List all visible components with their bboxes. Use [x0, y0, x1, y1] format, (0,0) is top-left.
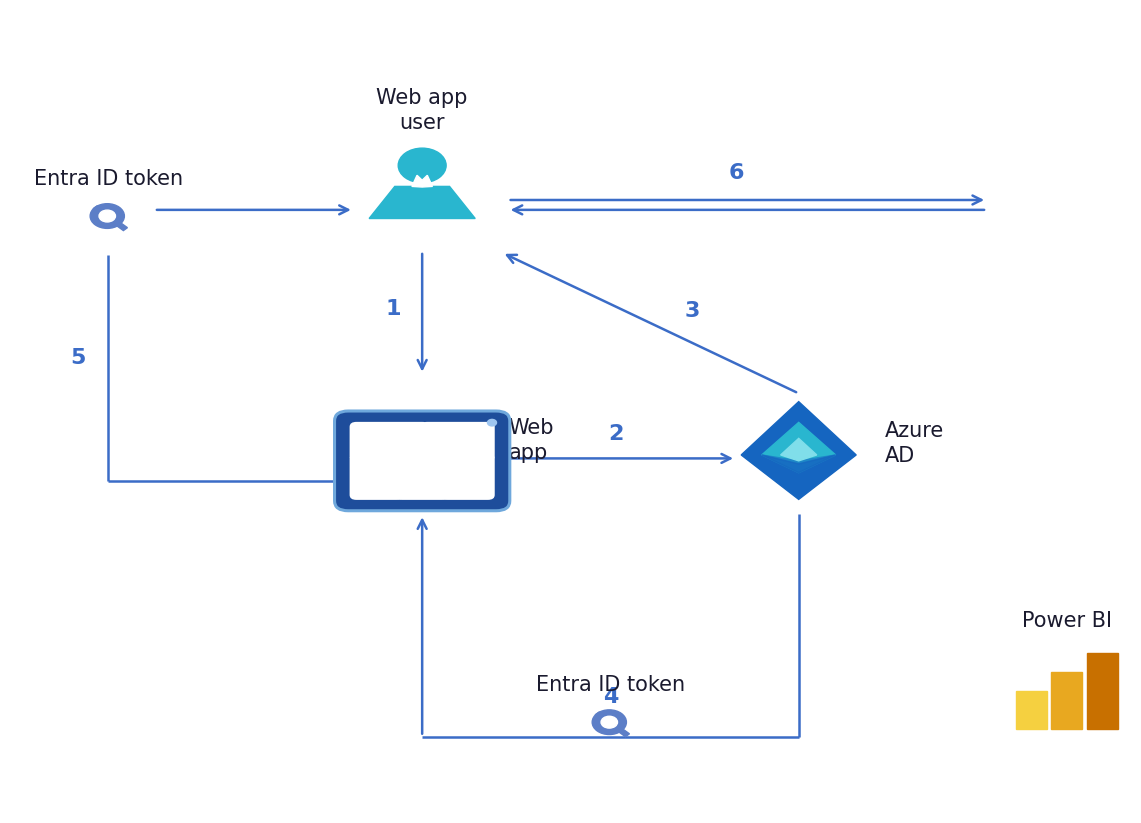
Polygon shape: [369, 187, 475, 219]
Circle shape: [601, 716, 617, 728]
Text: 5: 5: [70, 348, 86, 368]
Polygon shape: [412, 175, 432, 187]
Polygon shape: [596, 712, 630, 737]
Circle shape: [398, 148, 446, 183]
Polygon shape: [94, 206, 128, 230]
Circle shape: [90, 204, 124, 229]
Polygon shape: [762, 455, 835, 472]
Bar: [1015, 691, 1046, 728]
Text: Entra ID token: Entra ID token: [536, 676, 685, 695]
Text: 4: 4: [602, 687, 618, 707]
FancyBboxPatch shape: [349, 422, 429, 462]
Polygon shape: [100, 216, 111, 223]
Bar: [1087, 653, 1118, 728]
Text: 6: 6: [728, 163, 744, 183]
Polygon shape: [107, 221, 116, 226]
Polygon shape: [742, 402, 856, 500]
Circle shape: [99, 210, 115, 222]
Polygon shape: [602, 722, 613, 729]
Polygon shape: [780, 439, 817, 461]
FancyBboxPatch shape: [395, 453, 450, 500]
Polygon shape: [609, 727, 618, 732]
Text: 3: 3: [685, 301, 699, 321]
Circle shape: [592, 709, 626, 735]
FancyBboxPatch shape: [334, 411, 510, 511]
Polygon shape: [762, 455, 835, 472]
FancyBboxPatch shape: [440, 453, 495, 500]
Text: 2: 2: [608, 425, 624, 444]
FancyBboxPatch shape: [420, 422, 495, 462]
Bar: [1051, 672, 1083, 728]
Text: Power BI: Power BI: [1022, 611, 1111, 631]
Text: Azure
AD: Azure AD: [885, 421, 945, 466]
Text: Web app
user: Web app user: [377, 88, 468, 133]
Text: 1: 1: [386, 299, 402, 319]
Text: Web
app: Web app: [509, 418, 553, 463]
FancyBboxPatch shape: [349, 453, 404, 500]
Text: Entra ID token: Entra ID token: [34, 170, 183, 189]
Polygon shape: [762, 422, 835, 461]
Circle shape: [487, 420, 496, 426]
